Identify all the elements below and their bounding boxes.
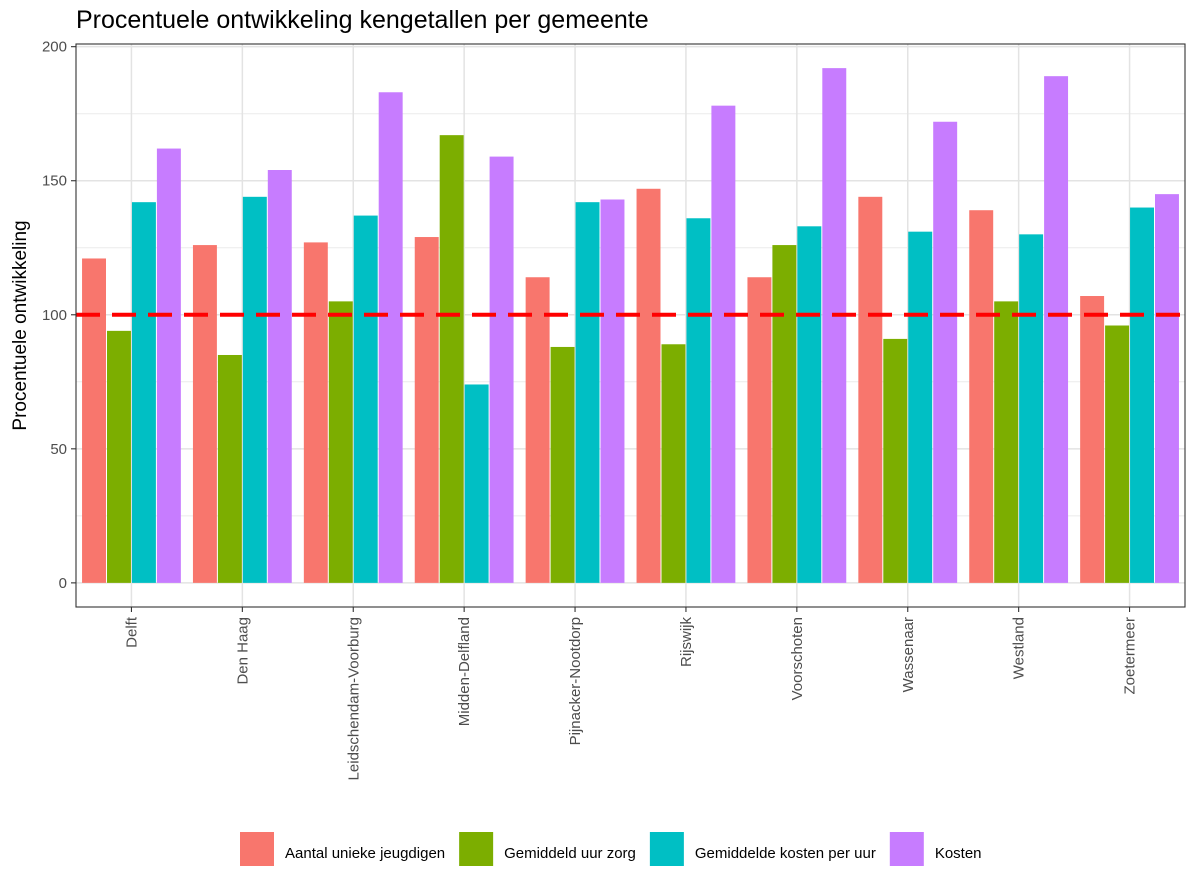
bar (1105, 325, 1130, 583)
bar (711, 105, 736, 583)
bar (106, 330, 131, 583)
bar (378, 92, 403, 583)
legend: Aantal unieke jeugdigen Gemiddeld uur zor… (240, 832, 982, 866)
bar (131, 202, 156, 583)
y-axis: 0 50 100 150 200 (42, 39, 76, 592)
bar (883, 338, 908, 583)
bar (797, 226, 822, 583)
bar (550, 346, 575, 583)
x-tick-label: Pijnacker-Nootdorp (567, 617, 584, 745)
bar (933, 121, 958, 583)
bar (328, 301, 353, 583)
chart-title: Procentuele ontwikkeling kengetallen per… (76, 6, 649, 34)
bar (908, 231, 933, 583)
bar (636, 188, 661, 583)
legend-key (889, 832, 924, 866)
bar (686, 218, 711, 583)
y-tick-label: 50 (50, 441, 67, 458)
x-tick-label: Westland (1011, 617, 1028, 679)
legend-key (459, 832, 494, 866)
x-tick-label: Midden-Delfland (456, 617, 473, 726)
bar (994, 301, 1019, 583)
bar (267, 170, 292, 583)
legend-label: Kosten (935, 845, 982, 862)
x-tick-label: Rijswijk (678, 617, 695, 667)
x-tick-label: Delft (123, 616, 140, 648)
bar (1155, 194, 1179, 583)
y-tick-label: 0 (59, 575, 67, 592)
bar (1080, 296, 1105, 583)
bar (525, 277, 550, 583)
bar (1130, 207, 1155, 583)
y-axis-label: Procentuele ontwikkeling (10, 220, 31, 430)
bar (303, 242, 328, 583)
plot-border (75, 43, 1186, 608)
bar (575, 202, 600, 583)
bar (858, 196, 883, 583)
bar (82, 258, 106, 583)
y-tick-label: 200 (42, 39, 67, 56)
bar (156, 148, 181, 583)
bar (353, 215, 378, 583)
bar (489, 156, 514, 583)
bar (1044, 76, 1069, 583)
bar (772, 245, 797, 583)
bar (747, 277, 772, 583)
bar (242, 196, 267, 583)
bar (192, 245, 217, 583)
bar (969, 210, 994, 583)
legend-label: Gemiddelde kosten per uur (695, 845, 876, 862)
x-tick-label: Den Haag (234, 617, 251, 685)
x-tick-label: Zoetermeer (1122, 617, 1139, 695)
y-tick-label: 150 (42, 173, 67, 190)
legend-label: Gemiddeld uur zorg (504, 845, 636, 862)
bar (600, 199, 625, 583)
legend-key (649, 832, 684, 866)
x-axis: Delft Den Haag Leidschendam-Voorburg Midden… (123, 607, 1139, 780)
bar (661, 344, 686, 583)
x-tick-label: Voorschoten (789, 617, 806, 700)
bar (1019, 234, 1044, 583)
y-tick-label: 100 (42, 307, 67, 324)
bar (464, 384, 489, 583)
bars (82, 68, 1179, 583)
bar (822, 68, 847, 583)
x-tick-label: Wassenaar (900, 617, 917, 692)
bar (414, 237, 439, 583)
x-tick-label: Leidschendam-Voorburg (345, 617, 362, 780)
legend-label: Aantal unieke jeugdigen (285, 845, 445, 862)
legend-key (240, 832, 274, 866)
bar (439, 135, 464, 583)
bar (217, 354, 242, 583)
